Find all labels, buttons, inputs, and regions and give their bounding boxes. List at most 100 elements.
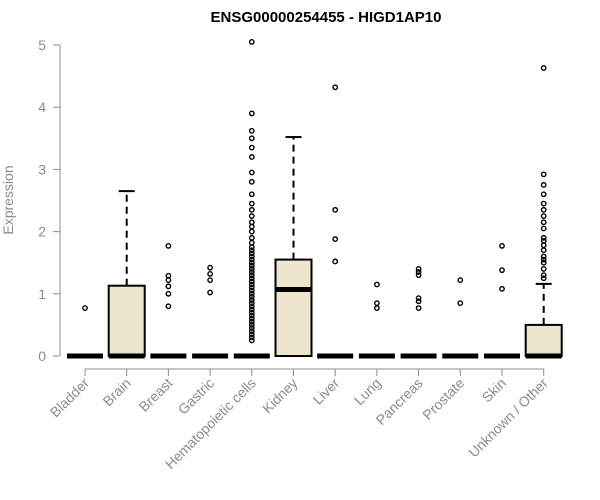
x-tick-label: Liver: [310, 375, 343, 408]
outlier-point: [540, 259, 547, 266]
x-tick-label: Bladder: [47, 375, 93, 421]
outlier-point: [540, 219, 547, 226]
outlier-point: [540, 191, 547, 198]
outlier-point: [248, 334, 255, 341]
outlier-point: [248, 278, 255, 285]
outlier-point: [540, 253, 547, 260]
outlier-point: [540, 247, 547, 254]
outlier-point: [540, 272, 547, 279]
outlier-point: [415, 272, 422, 279]
box-prostate: [442, 277, 479, 359]
outlier-point: [248, 228, 255, 235]
outlier-point: [248, 250, 255, 257]
box-breast: [150, 243, 187, 359]
outlier-point: [248, 284, 255, 291]
box-liver: [317, 84, 354, 359]
chart-title: ENSG00000254455 - HIGD1AP10: [211, 9, 442, 26]
box-skin: [484, 243, 520, 359]
outlier-point: [248, 315, 255, 322]
outlier-point: [540, 206, 547, 213]
outlier-point: [415, 266, 422, 272]
outlier-point: [248, 38, 255, 45]
outlier-point: [248, 200, 255, 207]
outlier-point: [165, 283, 172, 290]
outlier-point: [457, 277, 464, 284]
outlier-point: [373, 281, 380, 288]
outlier-point: [499, 267, 505, 274]
outlier-point: [540, 238, 547, 244]
y-tick-label: 3: [38, 161, 46, 177]
outlier-point: [248, 272, 255, 279]
outlier-point: [332, 84, 339, 91]
outlier-point: [540, 256, 547, 263]
outlier-point: [248, 256, 255, 263]
outlier-point: [165, 272, 172, 279]
outlier-point: [540, 213, 547, 219]
outlier-point: [248, 191, 255, 198]
box-brain: [107, 190, 146, 359]
outlier-point: [248, 259, 255, 266]
y-tick-label: 1: [38, 286, 46, 302]
box-kidney: [274, 136, 313, 357]
box-body: [274, 258, 313, 357]
outlier-point: [248, 178, 255, 185]
outlier-point: [415, 269, 422, 275]
box-bladder: [67, 305, 103, 359]
outlier-point: [248, 219, 255, 226]
outlier-point: [499, 243, 505, 249]
x-tick-label: Unknown / Other: [465, 375, 551, 461]
outlier-point: [248, 213, 255, 219]
x-tick-label: Lung: [351, 375, 384, 408]
outlier-point: [248, 135, 255, 142]
outlier-point: [248, 337, 255, 344]
outlier-point: [248, 234, 255, 241]
outlier-point: [248, 110, 255, 117]
outlier-point: [248, 206, 255, 213]
outlier-point: [373, 305, 380, 312]
outlier-point: [248, 287, 255, 294]
outlier-point: [248, 253, 255, 260]
outlier-point: [248, 328, 255, 335]
box-body: [524, 323, 563, 357]
y-axis-label: Expression: [0, 165, 16, 234]
outlier-point: [415, 298, 422, 305]
outlier-point: [207, 289, 214, 296]
outlier-point: [248, 325, 255, 331]
outlier-point: [248, 269, 255, 275]
boxes-layer: [67, 38, 563, 359]
outlier-point: [248, 306, 255, 313]
outlier-point: [332, 236, 339, 242]
box-pancreas: [400, 266, 437, 359]
outlier-point: [540, 171, 547, 178]
outlier-point: [248, 247, 255, 254]
outlier-point: [499, 285, 505, 292]
outlier-point: [332, 258, 339, 265]
x-tick-label: Breast: [136, 375, 176, 415]
x-tick-label: Skin: [479, 375, 510, 406]
outlier-point: [540, 200, 547, 207]
outlier-point: [415, 305, 422, 312]
box-hematopoietic-cells: [233, 38, 270, 359]
outlier-point: [248, 331, 255, 338]
outlier-point: [248, 300, 255, 307]
outlier-point: [248, 127, 255, 134]
outlier-point: [82, 305, 88, 312]
outlier-point: [248, 239, 255, 246]
box-body: [107, 284, 146, 357]
outlier-point: [248, 275, 255, 282]
outlier-point: [248, 154, 255, 160]
outlier-point: [248, 262, 255, 269]
box-gastric: [192, 264, 229, 359]
outlier-point: [207, 270, 214, 277]
outlier-point: [540, 275, 547, 282]
y-tick-label: 5: [38, 37, 46, 53]
outlier-point: [165, 303, 172, 310]
y-tick-label: 4: [38, 99, 46, 115]
outlier-point: [248, 281, 255, 288]
outlier-point: [248, 266, 255, 272]
outlier-point: [540, 225, 547, 232]
y-tick-label: 2: [38, 224, 46, 240]
outlier-point: [207, 264, 214, 271]
outlier-point: [248, 169, 255, 176]
